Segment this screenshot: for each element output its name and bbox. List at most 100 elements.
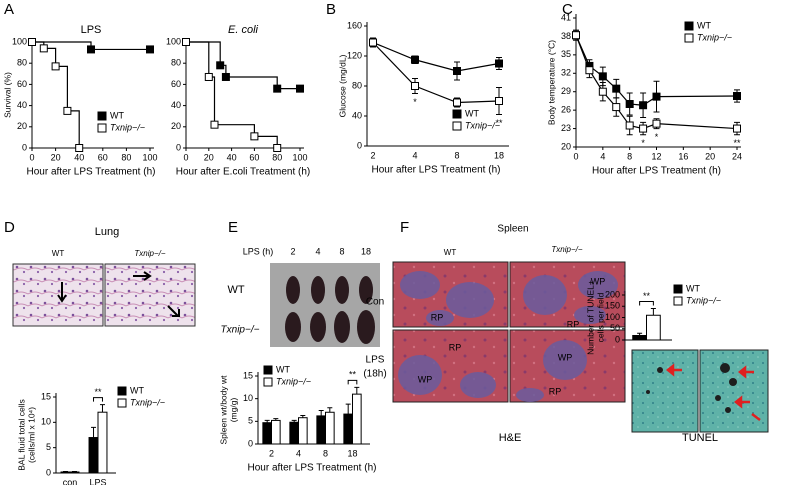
legend-swatch xyxy=(684,21,694,31)
x-tick-label: LPS xyxy=(89,477,106,485)
y-tick-label: 0 xyxy=(22,142,27,152)
legend-label: WT xyxy=(110,110,124,120)
error-bar xyxy=(354,386,360,395)
y-tick-label: 15 xyxy=(243,370,253,380)
x-tick-label: 8 xyxy=(454,150,459,160)
x-tick-label: 8 xyxy=(323,448,328,458)
x-tick-label: 8 xyxy=(627,151,632,161)
marker xyxy=(733,124,741,133)
marker xyxy=(369,38,377,47)
tunel-images xyxy=(631,349,769,433)
y-tick-label: 10 xyxy=(41,417,51,427)
x-tick-label: 20 xyxy=(705,151,715,161)
annotation: ** xyxy=(643,291,651,301)
marker xyxy=(652,119,661,128)
annotation: ** xyxy=(94,387,102,397)
bar xyxy=(343,413,353,445)
image-title: Spleen xyxy=(497,224,528,235)
y-tick-label: 5 xyxy=(248,416,253,426)
marker xyxy=(639,101,648,110)
marker xyxy=(453,98,461,107)
legend-label: WT xyxy=(697,20,711,30)
marker xyxy=(87,45,95,54)
legend-swatch xyxy=(97,123,107,133)
image-label: WT xyxy=(52,249,65,258)
marker xyxy=(221,72,230,81)
legend-label: WT xyxy=(130,385,144,395)
y-tick-label: 80 xyxy=(171,58,181,68)
series-line xyxy=(186,41,278,148)
series-line xyxy=(372,42,500,104)
bar xyxy=(646,314,661,341)
image-label: 8 xyxy=(339,246,344,256)
y-axis-label: cells per field xyxy=(595,292,605,342)
region-label: RP xyxy=(431,312,444,322)
x-tick-label: 4 xyxy=(600,151,605,161)
y-tick-label: 60 xyxy=(171,79,181,89)
x-tick-label: 0 xyxy=(29,152,34,162)
marker xyxy=(63,106,72,115)
annotation: ** xyxy=(495,118,503,128)
x-tick-label: 60 xyxy=(98,152,108,162)
error-bar xyxy=(273,418,279,421)
white-pulp xyxy=(398,271,618,402)
y-axis-label: (mg/g) xyxy=(228,398,238,423)
x-axis-label: Hour after LPS Treatment (h) xyxy=(27,167,156,178)
x-tick-label: 4 xyxy=(296,448,301,458)
y-axis-label: Survival (%) xyxy=(2,72,12,118)
panel-letter: F xyxy=(400,219,409,236)
series-line xyxy=(186,41,300,90)
y-tick-label: 40 xyxy=(17,100,27,110)
y-tick-label: 0 xyxy=(46,467,51,477)
y-axis-label: Body temperature (°C) xyxy=(546,40,556,125)
error-bar xyxy=(637,332,643,336)
y-tick-label: 32 xyxy=(561,68,571,78)
x-tick-label: 2 xyxy=(370,150,375,160)
y-tick-label: 60 xyxy=(17,79,27,89)
legend-swatch xyxy=(452,109,462,119)
arrow xyxy=(133,271,152,281)
marker xyxy=(495,97,503,105)
x-tick-label: 40 xyxy=(227,152,237,162)
marker xyxy=(598,87,607,96)
marker xyxy=(216,61,225,70)
y-tick-label: 26 xyxy=(561,105,571,115)
x-tick-label: 0 xyxy=(183,152,188,162)
marker xyxy=(51,62,60,71)
y-tick-label: 80 xyxy=(352,80,362,90)
x-axis-label: Hour after LPS Treatment (h) xyxy=(248,463,377,474)
annotation: * xyxy=(413,97,417,107)
region-labels: RP WP RP RP WP WP RP xyxy=(418,276,606,396)
bar xyxy=(271,419,281,445)
series-line xyxy=(32,41,80,148)
image-label: Txnip−/− xyxy=(221,325,260,336)
legend-label: WT xyxy=(465,108,479,118)
marker xyxy=(273,84,282,93)
y-tick-label: 100 xyxy=(605,312,620,322)
x-tick-label: 4 xyxy=(412,150,417,160)
y-tick-label: 20 xyxy=(561,141,571,151)
legend-swatch xyxy=(673,296,683,306)
x-tick-label: 40 xyxy=(74,152,84,162)
x-tick-label: 80 xyxy=(121,152,131,162)
arrow xyxy=(167,305,180,317)
lung-image xyxy=(104,263,196,327)
region-label: WP xyxy=(558,352,573,362)
error-bar xyxy=(300,414,306,418)
y-axis-label: Number of TUNEL+ xyxy=(585,280,595,355)
marker xyxy=(733,92,741,101)
panel-letter: D xyxy=(4,219,15,236)
x-tick-label: con xyxy=(63,477,78,485)
y-tick-label: 160 xyxy=(347,20,362,30)
marker xyxy=(495,59,503,68)
error-bar xyxy=(63,470,69,472)
legend-swatch xyxy=(117,386,127,396)
legend-label: Txnip−/− xyxy=(686,295,721,305)
image-title: Lung xyxy=(95,226,119,238)
bar xyxy=(69,471,80,474)
legend-swatch xyxy=(684,33,694,43)
x-tick-label: 20 xyxy=(204,152,214,162)
x-tick-label: 2 xyxy=(269,448,274,458)
chart-title: LPS xyxy=(81,24,102,36)
bar xyxy=(60,471,71,474)
